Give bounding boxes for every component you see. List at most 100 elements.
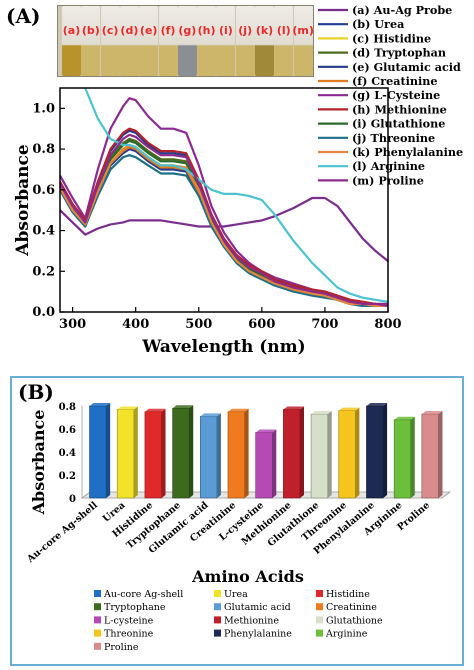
vial <box>139 6 159 76</box>
legend-label: (m) Proline <box>352 173 424 187</box>
y-tick-label: 0.2 <box>32 264 55 279</box>
legend-label: Proline <box>104 642 139 653</box>
legend-swatch <box>94 590 101 597</box>
bar-side <box>216 413 221 498</box>
bar-side <box>327 411 332 498</box>
y-tick-label: 0 <box>69 494 76 505</box>
vial-label: (g) <box>178 24 197 37</box>
x-tick-label: 600 <box>248 317 275 332</box>
legend-swatch <box>316 603 323 611</box>
series-line <box>60 133 388 307</box>
legend-swatch <box>316 616 323 624</box>
vial-label: (a) <box>62 24 81 37</box>
bar <box>172 407 190 499</box>
legend-label: (f) Creatinine <box>352 74 438 88</box>
legend-label: Au-core Ag-shell <box>103 589 183 600</box>
panel-b-label: (B) <box>18 380 54 404</box>
legend-label: Phenylalanine <box>224 629 292 640</box>
vial <box>62 6 81 76</box>
bar <box>393 419 412 499</box>
legend-swatch <box>316 590 323 597</box>
panel-a-label: (A) <box>6 4 41 28</box>
legend-label: Creatinine <box>326 602 377 613</box>
legend-swatch <box>214 590 221 597</box>
y-tick-label: 1.0 <box>32 101 55 116</box>
legend-label: (h) Methionine <box>352 102 447 116</box>
vial <box>235 6 255 76</box>
legend-swatch <box>214 616 221 624</box>
legend-label: (k) Phenylalanine <box>352 145 463 159</box>
legend-label: (b) Urea <box>352 17 404 31</box>
bar-top <box>338 407 360 411</box>
bar-top <box>89 403 111 406</box>
vial <box>177 6 197 76</box>
bar-side <box>106 403 111 498</box>
bar-side <box>272 429 277 498</box>
vial-label: (l) <box>276 24 291 37</box>
bar-side <box>133 406 138 498</box>
bar-side <box>383 403 388 498</box>
legend-swatch <box>94 629 101 637</box>
bar <box>283 409 301 499</box>
bar-top <box>255 429 277 433</box>
bar <box>338 410 356 499</box>
y-tick-label: 0.8 <box>32 142 55 157</box>
bar <box>310 413 328 499</box>
uv-vis-spectra-chart: 300 400 500 600 700 800 0.0 0.2 0.4 0.6 0.8 1.0 Wave… <box>13 3 463 357</box>
bar <box>144 411 162 499</box>
bar <box>116 409 135 499</box>
legend-swatch <box>94 642 101 650</box>
legend-label: (g) L-Cysteine <box>352 88 440 102</box>
bar-side <box>244 408 249 498</box>
bar-top <box>144 408 166 412</box>
series-line <box>60 127 388 307</box>
vial-label: (m) <box>292 24 314 37</box>
legend-label: (d) Tryptophan <box>352 46 446 60</box>
legend-label: Tryptophane <box>104 602 166 613</box>
bar-top <box>394 416 415 420</box>
vial-label: (f) <box>160 24 176 37</box>
vial-photograph: (a) (b) (c) (d) (e) (f) (g) (h) (i) (j) (k) (l) (m) <box>57 5 314 77</box>
panel-b: (B) 0 0.2 0.4 0.6 0.8 Au-core Ag-shell Urea His… <box>10 376 464 666</box>
x-axis-label: Amino Acids <box>191 567 304 586</box>
y-tick-label: 0.0 <box>32 305 55 320</box>
legend-label: (l) Arginine <box>352 159 425 173</box>
vial-label: (i) <box>218 24 233 37</box>
legend-label: Glutamic acid <box>224 602 291 613</box>
x-axis-label: Wavelength (nm) <box>141 337 305 357</box>
vial-label: (h) <box>197 24 216 37</box>
x-tick-label: 400 <box>122 317 149 332</box>
bar <box>227 411 245 499</box>
vial <box>158 6 178 76</box>
bar <box>89 405 107 499</box>
series-line <box>60 143 388 307</box>
legend-label: L-cysteine <box>104 615 154 626</box>
bar-side <box>189 405 194 498</box>
bar-top <box>283 406 304 410</box>
y-tick-label: 0.6 <box>32 183 55 198</box>
legend-label: (j) Threonine <box>352 131 435 145</box>
vial-label: (d) <box>120 24 139 37</box>
vial <box>293 6 313 76</box>
legend-label: (e) Glutamic acid <box>352 60 461 74</box>
legend-swatch <box>214 603 221 611</box>
bar-side <box>161 408 166 498</box>
y-tick-label: 0.4 <box>59 448 76 459</box>
bar-top <box>228 408 249 412</box>
x-tick-label: 500 <box>185 317 212 332</box>
bar-side <box>438 411 443 498</box>
vial-label: (j) <box>238 24 253 37</box>
legend-swatch <box>214 629 221 637</box>
vial-label: (b) <box>81 24 100 37</box>
vial <box>274 6 294 76</box>
bar-top <box>311 411 332 415</box>
legend-label: Methionine <box>224 615 279 626</box>
x-tick-label: 300 <box>59 317 86 332</box>
series-line <box>60 196 388 262</box>
vial <box>100 6 120 76</box>
vial <box>197 6 217 76</box>
bar <box>200 416 218 499</box>
bar-side <box>300 406 304 498</box>
vial <box>81 6 101 76</box>
legend-label: Arginine <box>325 629 368 640</box>
